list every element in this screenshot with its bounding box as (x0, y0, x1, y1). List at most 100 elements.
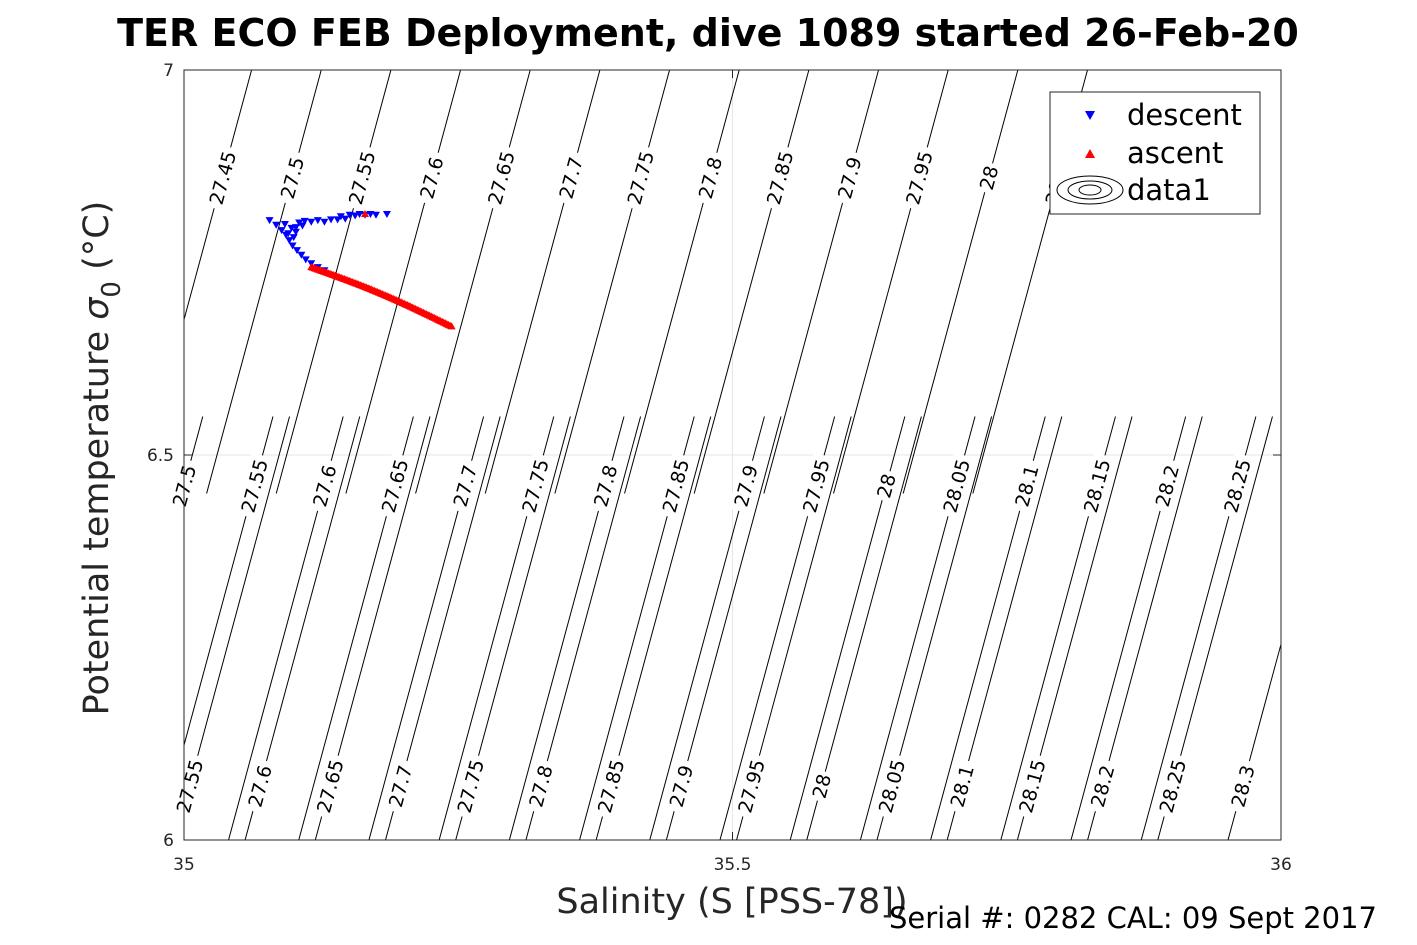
descent-point-31 (371, 211, 380, 219)
descent-point-5 (288, 242, 297, 250)
isopycnal-upper-27.65 (415, 70, 531, 494)
isopycnal-label-bg-lower-27.55 (170, 752, 209, 820)
ascent-extra-point-0 (361, 209, 370, 217)
descent-point-28 (355, 210, 364, 218)
y-tick-label-0: 6 (163, 831, 174, 851)
isopycnal-label-bg-middle-27.55 (235, 452, 274, 520)
isopycnal-label-bg-upper-27.9 (831, 149, 867, 206)
isopycnal-label-bg-middle-28.15 (1077, 452, 1116, 520)
descent-point-7 (297, 251, 306, 259)
legend-ascent-label: ascent (1127, 136, 1223, 170)
legend-box (1049, 91, 1261, 215)
isopycnal-label-bg-middle-28.25 (1218, 452, 1256, 520)
ascent-series (307, 209, 456, 330)
y-axis-label-symbol: σ (77, 296, 117, 320)
isopycnal-label-bg-middle-28.05 (937, 452, 976, 520)
descent-point-30 (366, 210, 375, 218)
ascent-point-89 (447, 322, 456, 330)
isopycnal-label-bg-lower-28.2 (1084, 758, 1120, 815)
descent-point-34 (298, 222, 307, 230)
y-tick-label-1: 6.5 (147, 446, 174, 466)
serial-cal-footer: Serial #: 0282 CAL: 09 Sept 2017 (889, 901, 1377, 935)
isopycnal-label-bg-middle-28 (871, 468, 901, 504)
isopycnal-label-bg-upper-27.5 (274, 149, 310, 206)
descent-point-16 (289, 234, 298, 242)
isopycnal-label-bg-middle-27.65 (375, 452, 414, 520)
isopycnal-label-bg-upper-27.55 (342, 144, 381, 212)
descent-point-33 (291, 224, 300, 232)
x-tick-label-2: 36 (1270, 855, 1292, 875)
y-axis-label: Potential temperature σ0 (°C) (77, 201, 127, 716)
descent-point-2 (277, 227, 286, 235)
isopycnal-label-bg-lower-28.25 (1153, 752, 1192, 820)
isopycnal-label-bg-lower-28 (806, 768, 836, 804)
isopycnal-label-bg-lower-28.1 (944, 758, 980, 815)
isopycnal-label-bg-lower-27.75 (451, 752, 490, 820)
descent-point-26 (345, 211, 354, 219)
descent-point-6 (292, 247, 301, 255)
isopycnal-label-bg-middle-28.1 (1009, 457, 1044, 514)
descent-point-0 (265, 217, 274, 225)
isopycnal-label-bg-lower-27.85 (591, 752, 630, 820)
y-axis-label-main: Potential temperature (77, 320, 117, 716)
chart-title: TER ECO FEB Deployment, dive 1089 starte… (117, 11, 1299, 55)
descent-point-14 (291, 228, 300, 236)
descent-point-12 (280, 221, 289, 228)
isopycnal-upper-27.75 (554, 70, 671, 494)
isopycnal-label-bg-lower-27.95 (732, 752, 770, 820)
descent-point-15 (284, 230, 293, 238)
isopycnal-label-bg-lower-27.9 (663, 758, 699, 815)
isopycnal-label-bg-lower-27.8 (523, 758, 558, 815)
descent-point-27 (351, 212, 360, 220)
isopycnal-upper-27.9 (763, 70, 880, 494)
descent-series (265, 210, 391, 275)
descent-point-25 (341, 215, 350, 223)
descent-point-19 (307, 218, 316, 226)
isopycnal-label-bg-upper-27.75 (621, 144, 660, 212)
legend-descent-label: descent (1127, 98, 1242, 132)
legend-data1-label: data1 (1127, 173, 1211, 207)
isopycnal-upper-27.7 (484, 70, 601, 494)
isopycnal-upper-27.95 (833, 70, 949, 494)
isopycnal-label-bg-upper-27.7 (553, 149, 589, 206)
descent-point-22 (326, 216, 335, 224)
isopycnal-label-bg-middle-28.2 (1149, 457, 1185, 514)
isopycnal-label-bg-upper-27.8 (692, 149, 728, 206)
isopycnal-upper-27.55 (275, 70, 392, 494)
isopycnal-label-bg-lower-27.65 (311, 752, 349, 820)
descent-point-20 (313, 217, 322, 225)
isopycnal-label-bg-lower-28.3 (1225, 758, 1261, 815)
y-tick-label-2: 7 (163, 61, 174, 81)
isopycnal-label-bg-lower-28.15 (1013, 752, 1051, 820)
isopycnal-label-bg-upper-27.45 (203, 144, 242, 212)
legend-ascent-marker (1085, 149, 1095, 158)
isopycnal-label-bg-upper-27.6 (413, 149, 449, 206)
x-axis-label: Salinity (S [PSS-78]) (556, 882, 907, 922)
isopycnal-upper-27.6 (345, 70, 462, 494)
isopycnal-upper-27.5 (206, 70, 322, 494)
descent-point-23 (333, 216, 342, 224)
descent-point-18 (300, 217, 309, 225)
isopycnal-label-bg-middle-27.75 (516, 452, 554, 520)
y-axis-ticks: 66.57 (147, 61, 1281, 851)
isopycnal-label-bg-upper-27.85 (760, 144, 799, 212)
y-axis-label-sub: 0 (97, 281, 127, 298)
isopycnal-label-bg-middle-27.85 (656, 452, 695, 520)
legend: descent ascent data1 (1049, 91, 1261, 215)
isopycnal-label-bg-lower-27.7 (382, 758, 418, 815)
descent-point-24 (336, 213, 345, 221)
isopycnal-label-bg-lower-27.6 (242, 758, 278, 815)
isopycnal-upper-27.45 (184, 70, 253, 322)
isopycnal-label-bg-middle-27.9 (728, 457, 764, 514)
isopycnal-lower-28 (806, 416, 922, 840)
y-axis-label-unit: (°C) (77, 201, 117, 281)
isopycnal-label-bg-upper-27.65 (482, 144, 520, 212)
descent-point-32 (382, 210, 391, 218)
isopycnal-upper-28 (902, 70, 1019, 494)
x-tick-label-0: 35 (173, 855, 195, 875)
isopycnal-upper-27.8 (624, 70, 740, 494)
isopycnal-label-bg-middle-27.6 (307, 457, 342, 514)
isopycnal-upper-27.85 (693, 70, 810, 494)
descent-point-8 (301, 256, 310, 264)
